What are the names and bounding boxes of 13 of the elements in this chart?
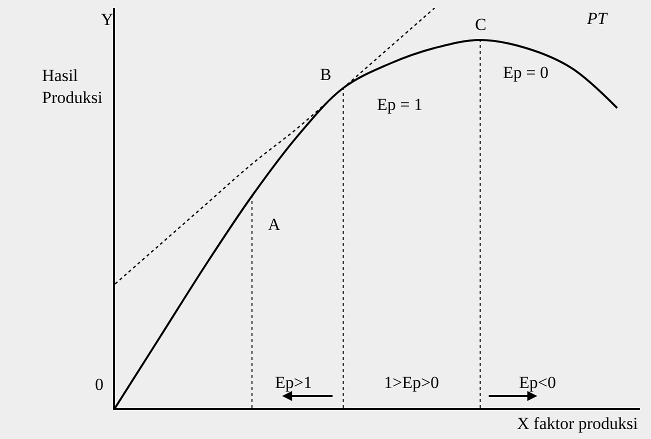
text: 0 bbox=[95, 375, 104, 394]
annotation: Ep = 0 bbox=[503, 63, 548, 82]
annotation: Ep>1 bbox=[275, 373, 312, 392]
annotation: A bbox=[268, 215, 281, 234]
text: PT bbox=[586, 9, 608, 28]
x-axis-title: X faktor produksi bbox=[517, 414, 638, 433]
annotation: C bbox=[475, 15, 486, 34]
annotation: Y bbox=[101, 10, 114, 29]
annotation: B bbox=[320, 65, 332, 84]
annotation: 1>Ep>0 bbox=[384, 373, 440, 392]
annotation: Ep<0 bbox=[519, 373, 556, 392]
annotation: Ep = 1 bbox=[377, 95, 422, 114]
y-axis-title: Hasil Produksi bbox=[42, 66, 103, 108]
